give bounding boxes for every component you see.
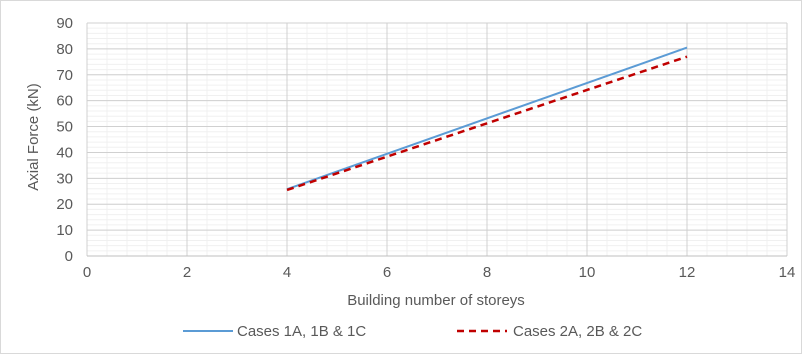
x-tick-label: 0 [83, 264, 91, 281]
x-tick-label: 4 [283, 264, 291, 281]
x-tick-labels: 0 2 4 6 8 10 12 14 [83, 264, 796, 281]
major-grid [86, 22, 788, 257]
x-tick-label: 10 [579, 264, 596, 281]
x-axis-title: Building number of storeys [347, 292, 525, 309]
y-axis-title: Axial Force (kN) [25, 83, 42, 191]
x-tick-label: 8 [483, 264, 491, 281]
legend-label-2: Cases 2A, 2B & 2C [513, 323, 642, 340]
y-tick-label: 80 [56, 41, 73, 58]
series-layer [286, 46, 688, 192]
y-tick-label: 20 [56, 196, 73, 213]
x-tick-label: 2 [183, 264, 191, 281]
y-tick-label: 10 [56, 222, 73, 239]
y-tick-label: 90 [56, 15, 73, 32]
y-tick-label: 0 [65, 248, 73, 265]
y-tick-labels: 0 10 20 30 40 50 60 70 80 90 [56, 15, 73, 265]
x-tick-label: 12 [679, 264, 696, 281]
y-tick-label: 70 [56, 67, 73, 84]
legend: Cases 1A, 1B & 1C Cases 2A, 2B & 2C [183, 323, 642, 340]
x-tick-label: 6 [383, 264, 391, 281]
legend-entry-2: Cases 2A, 2B & 2C [457, 323, 642, 340]
series-line-1 [286, 46, 688, 191]
x-tick-label: 14 [779, 264, 796, 281]
legend-entry-1: Cases 1A, 1B & 1C [183, 323, 366, 340]
y-tick-label: 30 [56, 170, 73, 187]
y-tick-label: 60 [56, 93, 73, 110]
y-tick-label: 50 [56, 119, 73, 136]
y-tick-label: 40 [56, 144, 73, 161]
legend-label-1: Cases 1A, 1B & 1C [237, 323, 366, 340]
series-line-2 [286, 55, 688, 192]
